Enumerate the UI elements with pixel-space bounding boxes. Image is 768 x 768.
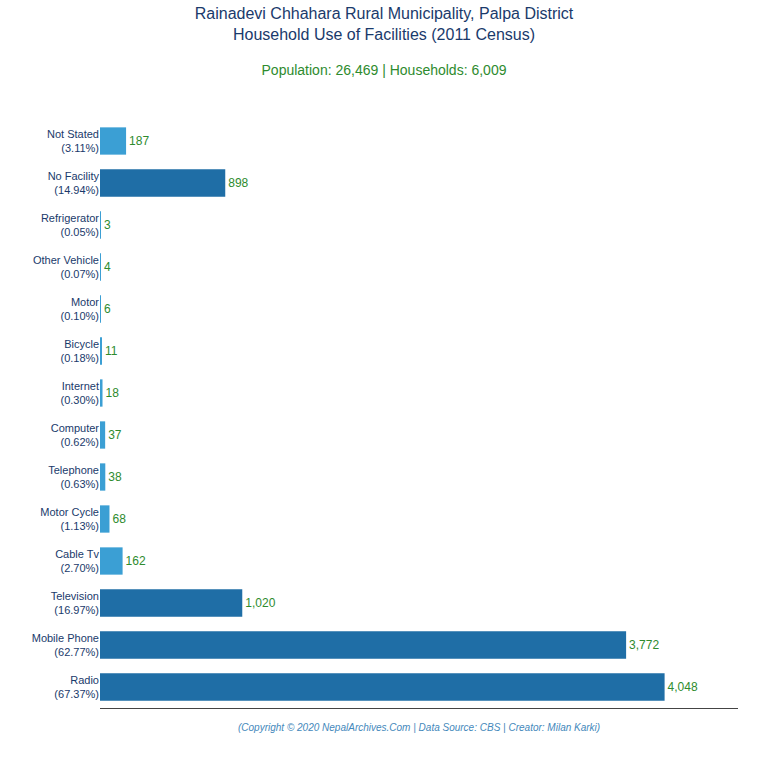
svg-text:187: 187 [129,134,149,148]
svg-text:Refrigerator(0.05%): Refrigerator(0.05%) [41,212,99,238]
svg-text:Other Vehicle(0.07%): Other Vehicle(0.07%) [33,254,99,280]
svg-text:Computer(0.62%): Computer(0.62%) [51,422,100,448]
svg-text:Mobile Phone(62.77%): Mobile Phone(62.77%) [32,632,99,658]
svg-text:Television(16.97%): Television(16.97%) [51,590,99,616]
svg-text:18: 18 [106,386,120,400]
svg-text:Population: 26,469 | Household: Population: 26,469 | Households: 6,009 [262,62,507,78]
svg-text:37: 37 [108,428,122,442]
svg-text:68: 68 [112,512,126,526]
svg-text:Motor(0.10%): Motor(0.10%) [60,296,99,322]
svg-text:Internet(0.30%): Internet(0.30%) [60,380,99,406]
svg-text:6: 6 [104,302,111,316]
svg-text:Telephone(0.63%): Telephone(0.63%) [48,464,99,490]
svg-text:Bicycle(0.18%): Bicycle(0.18%) [60,338,99,364]
svg-text:162: 162 [126,554,146,568]
svg-text:898: 898 [228,176,248,190]
svg-text:3,772: 3,772 [629,638,659,652]
svg-text:3: 3 [104,218,111,232]
svg-text:4,048: 4,048 [668,680,698,694]
svg-text:Rainadevi Chhahara Rural Munic: Rainadevi Chhahara Rural Municipality, P… [195,5,574,43]
svg-text:Motor Cycle(1.13%): Motor Cycle(1.13%) [40,506,99,532]
svg-text:11: 11 [105,344,118,358]
svg-text:(Copyright © 2020 NepalArchive: (Copyright © 2020 NepalArchives.Com | Da… [238,722,600,733]
svg-text:Radio(67.37%): Radio(67.37%) [54,674,99,700]
svg-text:Cable Tv(2.70%): Cable Tv(2.70%) [55,548,99,574]
svg-text:Not Stated(3.11%): Not Stated(3.11%) [47,128,99,154]
svg-text:1,020: 1,020 [245,596,275,610]
svg-text:No Facility(14.94%): No Facility(14.94%) [48,170,100,196]
svg-text:4: 4 [104,260,111,274]
svg-text:38: 38 [108,470,122,484]
